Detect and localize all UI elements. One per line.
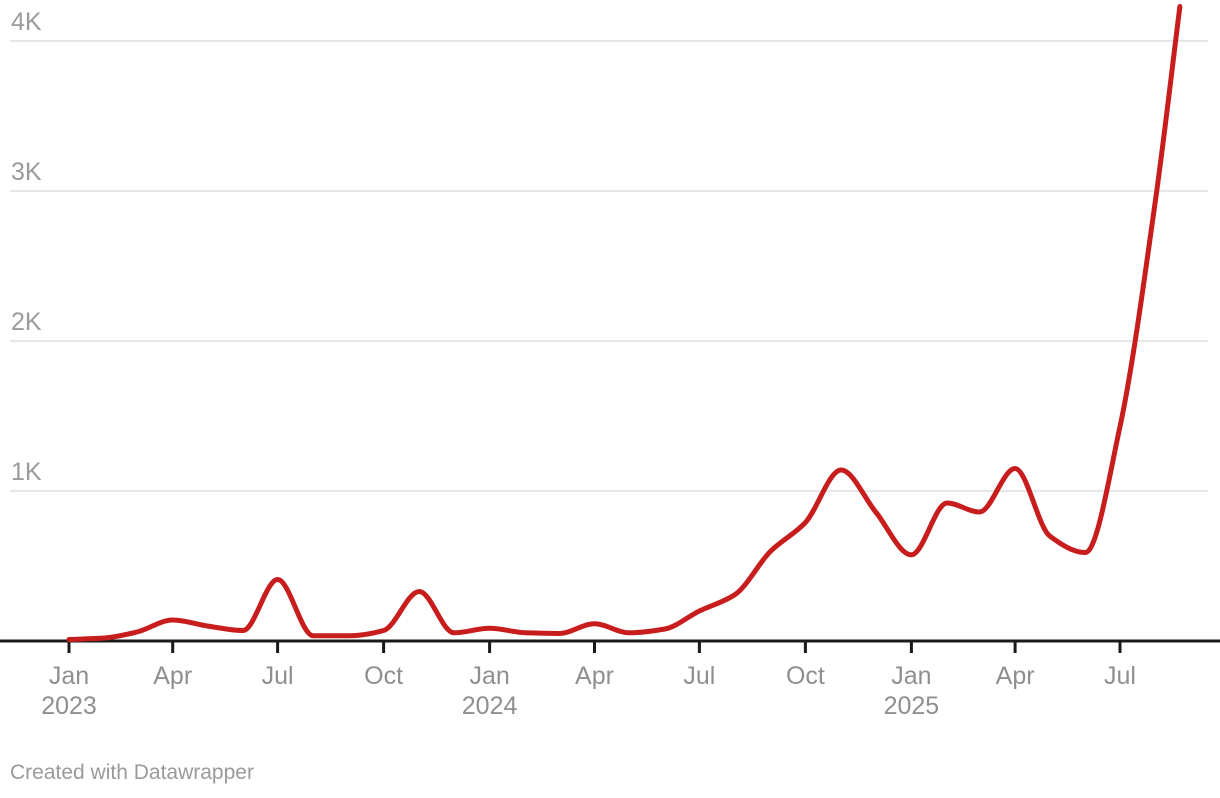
y-axis-label: 1K	[11, 458, 42, 486]
x-tick-month-label: Apr	[153, 662, 192, 690]
y-axis-label: 2K	[11, 308, 42, 336]
x-tick-year-label: 2023	[41, 692, 97, 720]
x-tick-year-label: 2024	[462, 692, 518, 720]
x-tick-month-label: Jan	[49, 662, 89, 690]
data-line	[66, 4, 1183, 642]
x-tick-month-label: Oct	[786, 662, 825, 690]
x-tick-month-label: Jul	[683, 662, 715, 690]
x-tick-year-label: 2025	[884, 692, 940, 720]
x-tick-month-label: Jan	[469, 662, 509, 690]
x-tick-month-label: Jul	[262, 662, 294, 690]
x-tick-month-label: Oct	[364, 662, 403, 690]
x-tick-month-label: Jul	[1104, 662, 1136, 690]
x-tick-month-label: Jan	[891, 662, 931, 690]
y-axis-label: 3K	[11, 158, 42, 186]
datawrapper-credit-link[interactable]: Created with Datawrapper	[10, 761, 254, 784]
x-tick-month-label: Apr	[575, 662, 614, 690]
y-axis-label: 4K	[11, 8, 42, 36]
x-tick-month-label: Apr	[996, 662, 1035, 690]
